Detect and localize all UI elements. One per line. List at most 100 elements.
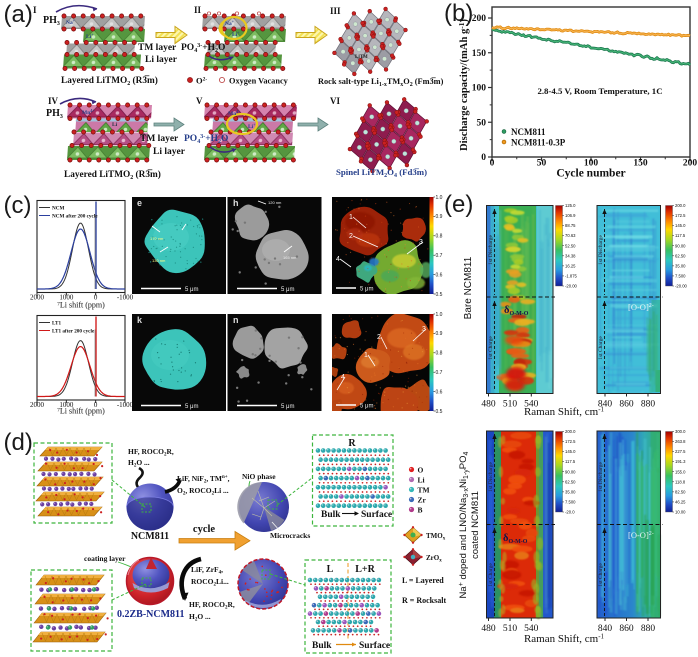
svg-text:(e): (e) bbox=[444, 191, 473, 218]
svg-text:0.2ZB-NCM811: 0.2ZB-NCM811 bbox=[117, 609, 185, 620]
svg-text:O: O bbox=[418, 465, 424, 474]
svg-text:Mn4+: Mn4+ bbox=[228, 109, 241, 117]
svg-text:NCM after 200 cycle: NCM after 200 cycle bbox=[52, 214, 98, 220]
svg-text:90.00: 90.00 bbox=[675, 243, 686, 248]
svg-text:52.50: 52.50 bbox=[565, 243, 576, 248]
svg-text:35.00: 35.00 bbox=[565, 489, 576, 494]
svg-text:191.3: 191.3 bbox=[675, 459, 686, 464]
svg-text:0.8: 0.8 bbox=[436, 351, 443, 357]
svg-text:2000: 2000 bbox=[30, 401, 45, 409]
svg-text:Zr: Zr bbox=[418, 495, 427, 504]
svg-text:PH3: PH3 bbox=[43, 15, 60, 27]
svg-text:1: 1 bbox=[364, 352, 368, 359]
svg-text:2: 2 bbox=[377, 334, 381, 341]
svg-text:70.63: 70.63 bbox=[565, 233, 576, 238]
svg-text:1000: 1000 bbox=[59, 294, 74, 302]
svg-text:PH3: PH3 bbox=[46, 108, 63, 120]
svg-text:Na+: Na+ bbox=[66, 18, 76, 26]
svg-text:5 μm: 5 μm bbox=[360, 287, 373, 293]
svg-text:172.5: 172.5 bbox=[675, 213, 686, 218]
svg-text:1st Charge: 1st Charge bbox=[598, 563, 604, 587]
svg-text:HF, ROCO2R,: HF, ROCO2R, bbox=[128, 447, 174, 458]
svg-text:TM layer: TM layer bbox=[138, 43, 177, 53]
svg-text:4: 4 bbox=[341, 374, 345, 381]
svg-text:0: 0 bbox=[490, 158, 495, 168]
svg-text:k: k bbox=[137, 315, 143, 325]
svg-text:(c): (c) bbox=[4, 192, 32, 219]
svg-text:5 μm: 5 μm bbox=[185, 404, 198, 410]
svg-text:Microcracks: Microcracks bbox=[270, 531, 310, 540]
svg-text:300.0: 300.0 bbox=[675, 429, 686, 434]
svg-text:118.8: 118.8 bbox=[675, 479, 686, 484]
svg-text:R = Rocksalt: R = Rocksalt bbox=[402, 596, 446, 605]
svg-text:0.7: 0.7 bbox=[436, 253, 443, 259]
svg-text:PO43-+H2O: PO43-+H2O bbox=[181, 43, 225, 54]
svg-text:880: 880 bbox=[641, 624, 656, 634]
svg-text:0.7: 0.7 bbox=[436, 370, 443, 376]
svg-text:-1.875: -1.875 bbox=[565, 273, 578, 278]
svg-text:e: e bbox=[137, 198, 142, 208]
svg-text:200: 200 bbox=[472, 14, 487, 24]
svg-text:IV: IV bbox=[48, 96, 59, 106]
svg-text:117.5: 117.5 bbox=[565, 459, 576, 464]
svg-text:(a): (a) bbox=[4, 1, 33, 28]
svg-text:-20.00: -20.00 bbox=[675, 284, 688, 289]
svg-text:(d): (d) bbox=[4, 429, 33, 456]
svg-text:LiTM: LiTM bbox=[355, 55, 368, 60]
svg-text:Layered LiTMO2 (R3̅m): Layered LiTMO2 (R3̅m) bbox=[61, 75, 158, 87]
svg-text:510: 510 bbox=[503, 400, 518, 410]
svg-text:90.00: 90.00 bbox=[565, 469, 576, 474]
svg-text:165 nm: 165 nm bbox=[283, 255, 297, 260]
svg-text:62.50: 62.50 bbox=[565, 479, 576, 484]
svg-text:50: 50 bbox=[537, 158, 547, 168]
svg-text:ROCO2Li...: ROCO2Li... bbox=[191, 577, 229, 588]
svg-text:n: n bbox=[233, 315, 239, 325]
svg-text:Rock salt-type Li1-xTMxO2 (Fm3: Rock salt-type Li1-xTMxO2 (Fm3̅m) bbox=[318, 77, 444, 88]
svg-text:-20.0: -20.0 bbox=[565, 510, 575, 515]
svg-text:NCM811-0.3P: NCM811-0.3P bbox=[511, 137, 566, 147]
svg-text:106.9: 106.9 bbox=[565, 213, 576, 218]
svg-text:Surface: Surface bbox=[361, 510, 392, 520]
svg-text:50: 50 bbox=[477, 118, 487, 128]
svg-text:LiF, ZrF4,: LiF, ZrF4, bbox=[191, 565, 223, 576]
svg-text:172.5: 172.5 bbox=[565, 439, 576, 444]
svg-text:200.0: 200.0 bbox=[565, 429, 576, 434]
svg-text:145.0: 145.0 bbox=[565, 449, 576, 454]
svg-text:88.75: 88.75 bbox=[565, 223, 576, 228]
svg-text:860: 860 bbox=[619, 624, 634, 634]
svg-text:-1000: -1000 bbox=[117, 401, 134, 409]
svg-text:125.0: 125.0 bbox=[565, 203, 576, 208]
svg-text:Bulk: Bulk bbox=[312, 641, 332, 651]
svg-text:Oxygen Vacancy: Oxygen Vacancy bbox=[229, 77, 289, 86]
svg-text:840: 840 bbox=[598, 624, 613, 634]
svg-text:TM: TM bbox=[418, 485, 430, 494]
svg-text:Spinel LiTM2O4 (Fd3̅m): Spinel LiTM2O4 (Fd3̅m) bbox=[336, 167, 427, 179]
svg-text:Li layer: Li layer bbox=[153, 147, 186, 157]
svg-text:150: 150 bbox=[472, 49, 487, 59]
svg-text:(b): (b) bbox=[444, 0, 473, 27]
svg-text:1.0: 1.0 bbox=[436, 195, 443, 201]
svg-text:L: L bbox=[327, 564, 334, 575]
svg-text:[O-O]2-: [O-O]2- bbox=[628, 302, 654, 312]
svg-text:2.8-4.5 V, Room Temperature, 1: 2.8-4.5 V, Room Temperature, 1C bbox=[537, 86, 662, 96]
svg-text:ZrOx: ZrOx bbox=[426, 554, 442, 564]
svg-text:Li: Li bbox=[112, 122, 118, 128]
svg-text:[O-O]2-: [O-O]2- bbox=[628, 530, 654, 540]
svg-text:NCM811: NCM811 bbox=[511, 127, 546, 137]
svg-text:h: h bbox=[233, 198, 239, 208]
svg-text:R: R bbox=[348, 438, 356, 449]
svg-text:Surface: Surface bbox=[359, 641, 390, 651]
svg-text:3: 3 bbox=[422, 326, 426, 333]
svg-text:145.0: 145.0 bbox=[675, 223, 686, 228]
svg-text:1: 1 bbox=[349, 214, 353, 221]
svg-text:Na+: Na+ bbox=[225, 19, 235, 27]
svg-text:1st Discharge: 1st Discharge bbox=[598, 234, 604, 265]
svg-text:-20.00: -20.00 bbox=[565, 284, 578, 289]
svg-text:Cycle number: Cycle number bbox=[556, 168, 625, 180]
svg-text:LT1 after 200 cycle: LT1 after 200 cycle bbox=[52, 329, 95, 335]
svg-text:Li layer: Li layer bbox=[145, 55, 178, 65]
svg-text:Na+ doped and LNO/Na3-xNi1-yPO: Na+ doped and LNO/Na3-xNi1-yPO4 bbox=[458, 451, 470, 598]
svg-text:480: 480 bbox=[481, 400, 496, 410]
svg-text:O2, ROCO2Li ...: O2, ROCO2Li ... bbox=[177, 486, 229, 497]
svg-text:3: 3 bbox=[419, 239, 423, 246]
